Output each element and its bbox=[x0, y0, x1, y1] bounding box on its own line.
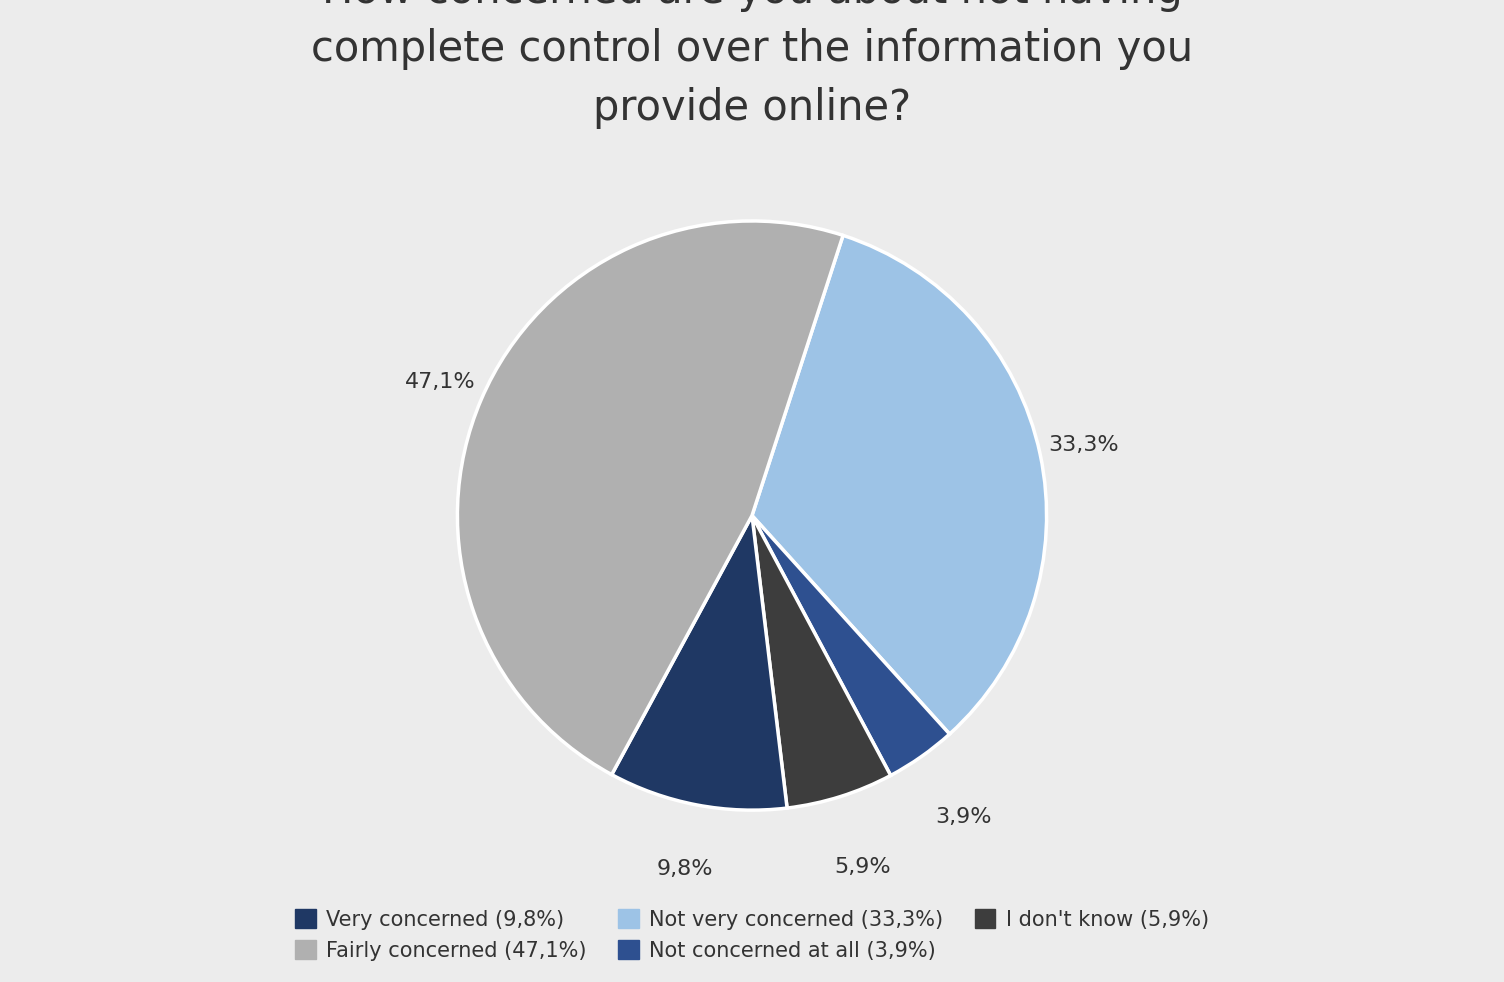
Wedge shape bbox=[752, 516, 890, 808]
Title: How concerned are you about not having
complete control over the information you: How concerned are you about not having c… bbox=[311, 0, 1193, 129]
Text: 9,8%: 9,8% bbox=[656, 858, 713, 879]
Text: 3,9%: 3,9% bbox=[935, 807, 993, 827]
Wedge shape bbox=[752, 236, 1047, 735]
Wedge shape bbox=[612, 516, 787, 810]
Wedge shape bbox=[752, 516, 949, 776]
Legend: Very concerned (9,8%), Fairly concerned (47,1%), Not very concerned (33,3%), Not: Very concerned (9,8%), Fairly concerned … bbox=[287, 901, 1217, 969]
Text: 5,9%: 5,9% bbox=[835, 857, 890, 877]
Wedge shape bbox=[457, 221, 844, 775]
Text: 47,1%: 47,1% bbox=[406, 372, 475, 392]
Text: 33,3%: 33,3% bbox=[1048, 435, 1119, 455]
